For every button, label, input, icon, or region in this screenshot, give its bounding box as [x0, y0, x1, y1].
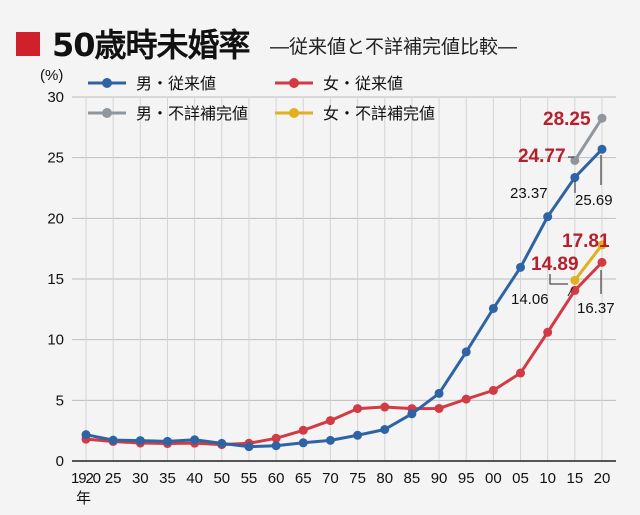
data-point-male-conv: [353, 430, 363, 440]
data-label: 14.06: [511, 291, 549, 308]
x-axis-unit: 年: [76, 490, 91, 507]
annotation-leader: [567, 286, 574, 297]
grid-lines: [72, 96, 616, 461]
series-line-female-conv: [85, 261, 604, 447]
data-point-female-imputed: [570, 275, 580, 285]
data-point-female-imputed: [597, 240, 607, 250]
data-point-male-conv: [108, 435, 118, 445]
y-tick-label: 0: [56, 453, 64, 470]
series-line-female-imputed: [573, 243, 604, 282]
data-point-male-conv: [325, 435, 335, 445]
y-tick-label: 15: [47, 271, 64, 288]
data-point-female-conv: [461, 394, 471, 404]
data-label: 14.89: [531, 254, 579, 275]
x-tick-label: 55: [241, 470, 258, 487]
x-tick-label: 85: [404, 470, 421, 487]
data-point-female-conv: [488, 385, 498, 395]
x-tick-label: 65: [295, 470, 312, 487]
data-point-female-conv: [353, 404, 363, 414]
data-label: 16.37: [577, 300, 615, 317]
x-tick-label: 10: [539, 470, 556, 487]
series-line-male-imputed: [573, 117, 604, 162]
data-point-female-conv: [325, 416, 335, 426]
data-point-male-conv: [597, 144, 607, 154]
x-tick-label: 25: [105, 470, 122, 487]
title-square-icon: [16, 32, 40, 56]
data-point-male-conv: [570, 172, 580, 182]
legend-swatch-marker: [289, 78, 299, 88]
data-point-female-conv: [380, 402, 390, 412]
x-tick-label: 95: [458, 470, 475, 487]
x-tick-label: 15: [566, 470, 583, 487]
data-point-male-conv: [407, 409, 417, 419]
data-point-male-conv: [461, 347, 471, 357]
data-point-female-conv: [516, 368, 526, 378]
data-point-male-conv: [190, 435, 200, 445]
data-label: 25.69: [575, 192, 613, 209]
legend-swatch-marker: [289, 108, 299, 118]
data-point-male-conv: [298, 438, 308, 448]
data-point-female-conv: [597, 257, 607, 267]
y-tick-label: 30: [47, 89, 64, 106]
x-tick-label: 00: [485, 470, 502, 487]
series-line-male-conv: [85, 148, 604, 449]
data-label: 24.77: [518, 146, 566, 167]
data-point-female-conv: [570, 285, 580, 295]
x-tick-label: 05: [512, 470, 529, 487]
x-tick-label: 60: [268, 470, 285, 487]
legend-label: 男・不詳補完値: [136, 104, 248, 123]
data-point-female-conv: [298, 425, 308, 435]
legend-label: 男・従来値: [136, 74, 216, 93]
legend-swatch-marker: [102, 78, 112, 88]
data-point-male-imputed: [597, 113, 607, 123]
data-point-male-conv: [543, 212, 553, 222]
y-tick-label: 5: [56, 392, 64, 409]
data-point-male-conv: [162, 436, 172, 446]
x-tick-label: 75: [349, 470, 366, 487]
x-tick-label: 30: [132, 470, 149, 487]
data-point-female-conv: [543, 327, 553, 337]
x-tick-label: 40: [186, 470, 203, 487]
x-tick-label: 80: [376, 470, 393, 487]
x-tick-label: 50: [213, 470, 230, 487]
x-tick-label: 35: [159, 470, 176, 487]
y-tick-label: 20: [47, 210, 64, 227]
legend-label: 女・従来値: [323, 74, 403, 93]
y-axis-unit: (%): [40, 67, 63, 84]
x-tick-label: 1920: [71, 470, 101, 487]
annotation-leader: [549, 274, 568, 285]
page-subtitle: ―従来値と不詳補完値比較―: [270, 36, 518, 58]
legend-swatch-marker: [102, 108, 112, 118]
data-point-male-conv: [271, 441, 281, 451]
data-point-male-conv: [380, 424, 390, 434]
series-layer: [81, 113, 607, 452]
data-label: 23.37: [510, 185, 548, 202]
data-point-male-conv: [434, 388, 444, 398]
data-point-male-conv: [488, 303, 498, 313]
data-point-male-conv: [244, 442, 254, 452]
x-tick-label: 90: [431, 470, 448, 487]
x-tick-label: 70: [322, 470, 339, 487]
y-tick-label: 10: [47, 332, 64, 349]
data-point-male-conv: [217, 438, 227, 448]
data-point-female-conv: [434, 403, 444, 413]
y-tick-label: 25: [47, 150, 64, 167]
page-title: 50歳時未婚率: [52, 26, 251, 64]
data-point-male-imputed: [570, 155, 580, 165]
data-point-male-conv: [516, 262, 526, 272]
data-label: 17.81: [562, 231, 610, 252]
data-label: 28.25: [543, 109, 591, 130]
x-tick-label: 20: [594, 470, 611, 487]
legend-label: 女・不詳補完値: [323, 104, 435, 123]
data-point-female-conv: [271, 433, 281, 443]
data-point-male-conv: [81, 430, 91, 440]
data-point-male-conv: [135, 436, 145, 446]
